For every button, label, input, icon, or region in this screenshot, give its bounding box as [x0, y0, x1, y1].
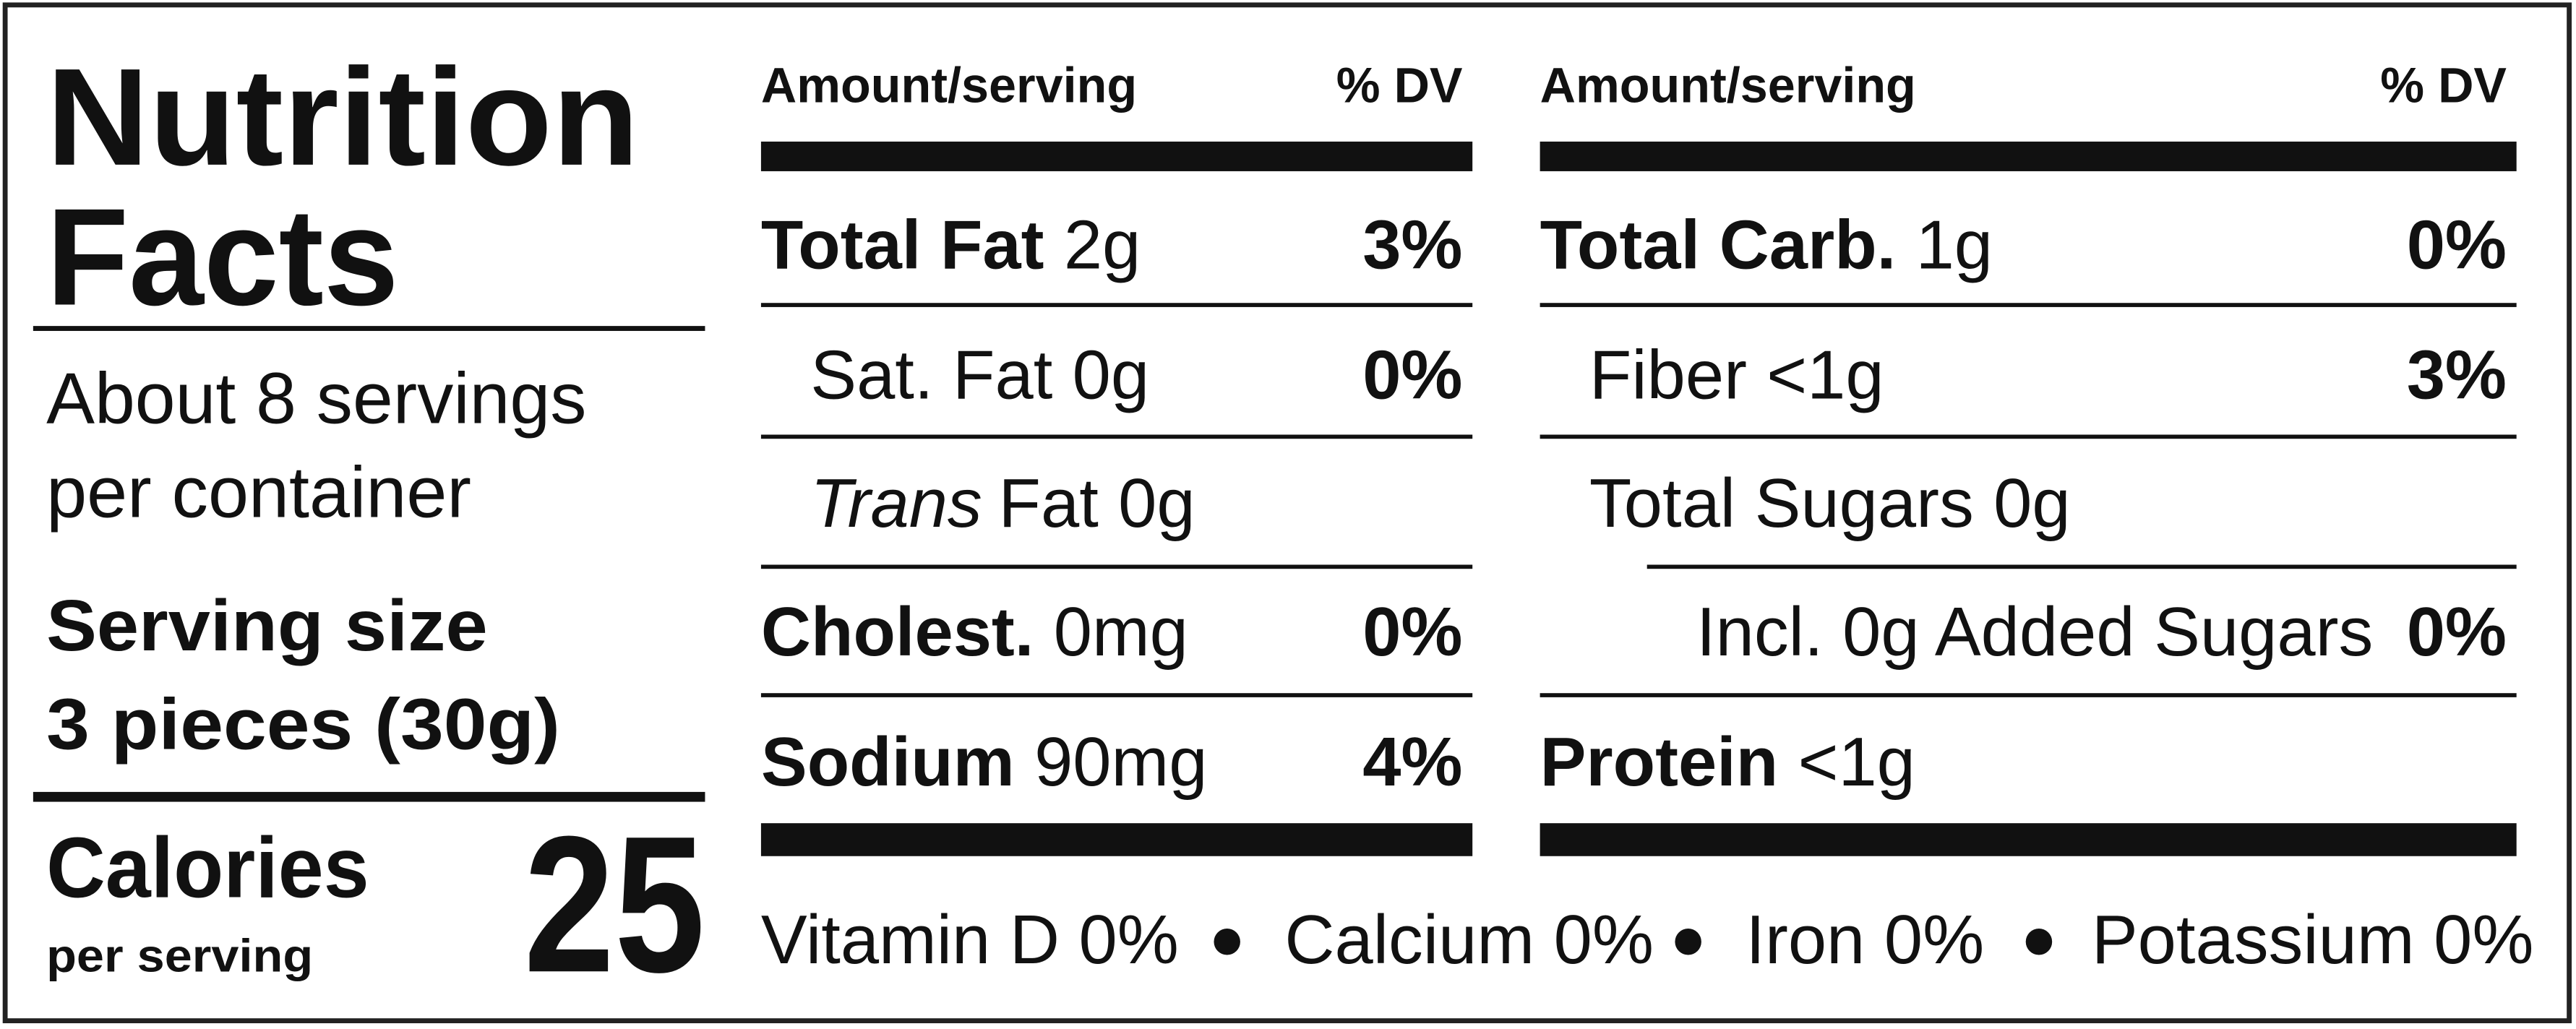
thick-bar — [760, 823, 1473, 856]
calories-sublabel: per serving — [46, 929, 313, 981]
daily-value: 3% — [2407, 336, 2507, 413]
calories-value: 25 — [524, 796, 705, 1012]
nutrient-columns: Amount/serving % DV Total Fat 2g 3% Sat. Fat 0… — [760, 58, 2517, 856]
nutrient-name: Total Sugars — [1589, 465, 1974, 542]
nutrient-amount: 0g — [1073, 336, 1149, 413]
nutrient-amount: 2g — [1064, 206, 1141, 283]
nutrient-amount: 0g — [1993, 465, 2070, 542]
row-divider — [760, 693, 1473, 697]
divider — [33, 326, 705, 331]
servings-line: per container — [46, 452, 471, 533]
daily-value: 3% — [1362, 206, 1462, 283]
nutrient-name: Fiber — [1589, 336, 1747, 413]
row-divider — [1647, 564, 2517, 569]
title-line: Nutrition — [46, 40, 639, 194]
nutrient-amount: <1g — [1766, 336, 1884, 413]
daily-value: 0% — [2407, 206, 2507, 283]
bullet — [1675, 929, 1701, 955]
daily-value: 4% — [1362, 723, 1462, 801]
title-line: Facts — [46, 180, 399, 335]
column-header: % DV — [2380, 58, 2507, 113]
nutrient-amount: 90mg — [1034, 723, 1207, 801]
row-divider — [1540, 693, 2517, 697]
calories-label: Calories — [46, 821, 369, 916]
nutrient-row: Sodium 90mg — [761, 723, 1208, 801]
vitamin: Calcium 0% — [1284, 901, 1653, 978]
row-divider — [1540, 434, 2517, 439]
row-divider — [760, 303, 1473, 307]
daily-value: 0% — [1362, 336, 1462, 413]
column-header: % DV — [1336, 58, 1463, 113]
nutrient-row: Protein <1g — [1540, 723, 1915, 801]
row-divider — [1540, 303, 2517, 307]
nutrient-name: Incl. 0g Added Sugars — [1696, 593, 2373, 671]
thick-bar — [760, 141, 1473, 171]
nutrient-name: Fat — [999, 465, 1099, 542]
nutrient-name: Total Carb. — [1540, 206, 1897, 283]
nutrient-row: Sat. Fat 0g — [810, 336, 1149, 413]
column-header: Amount/serving — [761, 58, 1137, 113]
vitamin: Iron 0% — [1746, 901, 1984, 978]
nutrient-row: Incl. 0g Added Sugars — [1696, 593, 2373, 671]
serving-size-value: 3 pieces (30g) — [46, 684, 560, 765]
servings-line: About 8 servings — [46, 358, 586, 439]
nutrient-name: Sodium — [761, 723, 1015, 801]
divider — [33, 791, 705, 802]
nutrient-amount: 0mg — [1054, 593, 1188, 671]
nutrient-row: Trans Fat 0g — [810, 465, 1195, 542]
thick-bar — [1540, 823, 2517, 856]
nutrient-row: Fiber <1g — [1589, 336, 1884, 413]
bullet — [1214, 929, 1240, 955]
column-header: Amount/serving — [1540, 58, 1916, 113]
vitamin: Potassium 0% — [2092, 901, 2534, 978]
nutrient-name: Sat. Fat — [810, 336, 1052, 413]
daily-value: 0% — [1362, 593, 1462, 671]
vitamins: Vitamin D 0% Calcium 0% Iron 0% Potassium 0… — [761, 901, 2534, 978]
nutrient-row: Total Carb. 1g — [1540, 206, 1993, 283]
nutrient-name: Protein — [1540, 723, 1779, 801]
nutrient-name: Cholest. — [761, 593, 1034, 671]
row-divider — [760, 564, 1473, 569]
nutrient-row: Cholest. 0mg — [761, 593, 1188, 671]
bullet — [2025, 929, 2053, 955]
vitamin: Vitamin D 0% — [761, 901, 1179, 978]
serving-size-label: Serving size — [46, 585, 488, 666]
nutrient-row: Total Sugars 0g — [1589, 465, 2071, 542]
nutrient-qualifier: Trans — [810, 465, 982, 542]
nutrient-name: Total Fat — [761, 206, 1044, 283]
row-divider — [760, 434, 1473, 439]
nutrient-amount: 1g — [1916, 206, 1993, 283]
nutrient-row: Total Fat 2g — [761, 206, 1141, 283]
thick-bar — [1540, 141, 2517, 171]
daily-value: 0% — [2407, 593, 2507, 671]
nutrient-amount: <1g — [1798, 723, 1915, 801]
nutrient-amount: 0g — [1118, 465, 1195, 542]
